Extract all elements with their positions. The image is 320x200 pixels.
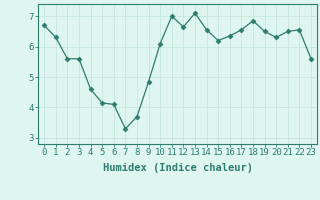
X-axis label: Humidex (Indice chaleur): Humidex (Indice chaleur) <box>103 163 252 173</box>
